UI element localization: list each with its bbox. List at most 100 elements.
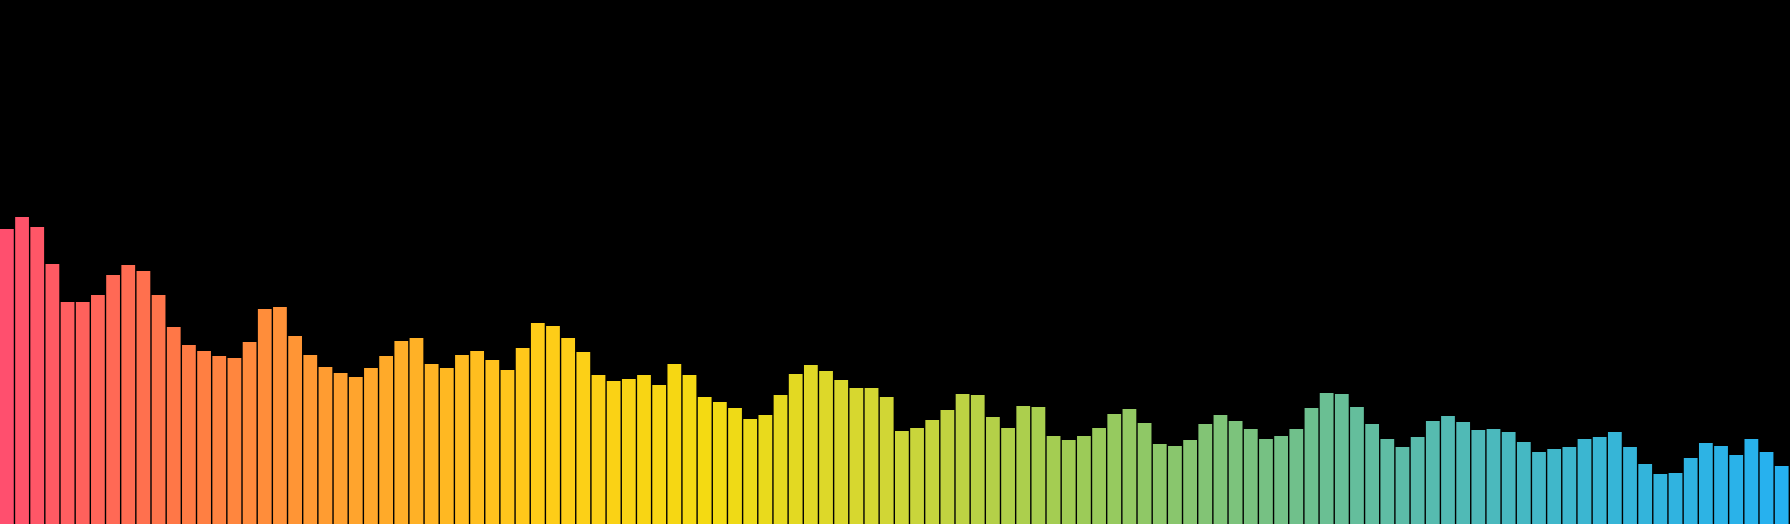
bar-54 <box>803 365 818 524</box>
bar-77 <box>1152 444 1167 524</box>
bar-68 <box>1016 406 1031 524</box>
bar-44 <box>652 385 667 524</box>
bar-53 <box>788 374 803 524</box>
bar-49 <box>728 408 742 524</box>
bar-25 <box>364 368 378 524</box>
bar-69 <box>1031 407 1046 524</box>
bar-114 <box>1714 446 1728 524</box>
bar-86 <box>1289 429 1304 524</box>
bar-65 <box>970 395 985 524</box>
bar-50 <box>743 419 758 524</box>
bar-62 <box>925 420 940 524</box>
bar-115 <box>1729 455 1744 524</box>
bar-93 <box>1395 447 1410 524</box>
bar-99 <box>1486 429 1501 524</box>
bar-10 <box>136 271 151 524</box>
bar-98 <box>1471 430 1486 524</box>
bar-82 <box>1228 421 1243 524</box>
bar-103 <box>1547 449 1562 524</box>
bar-14 <box>197 351 211 524</box>
bar-19 <box>273 307 287 524</box>
bar-118 <box>1774 466 1789 524</box>
bar-104 <box>1562 447 1577 524</box>
bar-117 <box>1759 452 1774 524</box>
bar-78 <box>1168 446 1182 524</box>
bar-112 <box>1683 458 1698 524</box>
bar-73 <box>1092 428 1106 524</box>
bar-16 <box>227 358 242 524</box>
bar-21 <box>303 355 318 524</box>
bar-66 <box>986 417 1000 524</box>
bar-81 <box>1213 415 1228 524</box>
bar-51 <box>758 415 773 524</box>
bar-28 <box>409 338 424 524</box>
bar-79 <box>1183 440 1197 524</box>
bar-83 <box>1243 429 1258 524</box>
bar-30 <box>439 368 454 524</box>
bar-96 <box>1441 416 1455 524</box>
bar-105 <box>1577 439 1592 524</box>
bar-58 <box>864 388 879 524</box>
bar-39 <box>576 352 591 524</box>
bar-43 <box>637 375 651 524</box>
bar-59 <box>879 397 894 524</box>
bar-109 <box>1638 464 1653 524</box>
bar-67 <box>1001 428 1015 524</box>
bar-7 <box>91 295 105 524</box>
bar-11 <box>151 295 166 524</box>
bar-34 <box>500 370 515 524</box>
bar-64 <box>955 394 970 524</box>
bar-97 <box>1456 422 1471 524</box>
bar-52 <box>773 395 788 524</box>
bar-57 <box>849 388 864 524</box>
bar-42 <box>621 379 636 524</box>
bar-6 <box>75 302 90 524</box>
bar-40 <box>591 375 606 524</box>
bar-5 <box>60 302 75 524</box>
bar-48 <box>712 402 727 524</box>
bar-85 <box>1274 436 1289 524</box>
bar-101 <box>1516 442 1531 524</box>
bar-76 <box>1137 423 1152 524</box>
bar-55 <box>819 371 833 524</box>
bar-74 <box>1107 414 1122 524</box>
bar-1 <box>0 229 14 524</box>
bar-33 <box>485 360 500 524</box>
bar-4 <box>45 264 60 524</box>
bar-31 <box>455 355 469 524</box>
bar-15 <box>212 356 227 524</box>
bar-26 <box>379 356 394 524</box>
bar-95 <box>1425 421 1440 524</box>
bar-113 <box>1698 443 1713 524</box>
bar-108 <box>1623 447 1637 524</box>
bar-107 <box>1607 432 1622 524</box>
bar-27 <box>394 341 409 524</box>
bar-60 <box>895 431 909 524</box>
bar-70 <box>1046 436 1061 524</box>
bar-94 <box>1410 437 1425 524</box>
bar-88 <box>1319 393 1334 524</box>
bar-36 <box>530 323 545 524</box>
bar-56 <box>834 380 849 524</box>
bar-87 <box>1304 408 1319 524</box>
bar-102 <box>1532 452 1546 524</box>
bar-3 <box>30 227 45 524</box>
bar-20 <box>288 336 302 524</box>
bar-13 <box>182 345 196 524</box>
bar-17 <box>242 342 257 524</box>
bar-18 <box>257 309 272 524</box>
bar-47 <box>697 397 712 524</box>
bar-84 <box>1259 439 1273 524</box>
bars-group <box>0 217 1789 524</box>
bar-38 <box>561 338 576 524</box>
bar-72 <box>1077 436 1091 524</box>
bar-75 <box>1122 409 1137 524</box>
bar-41 <box>606 381 621 524</box>
bar-116 <box>1744 439 1759 524</box>
bar-110 <box>1653 474 1668 524</box>
bar-61 <box>910 428 924 524</box>
bar-46 <box>682 375 697 524</box>
bar-8 <box>106 275 120 524</box>
bar-63 <box>940 410 955 524</box>
